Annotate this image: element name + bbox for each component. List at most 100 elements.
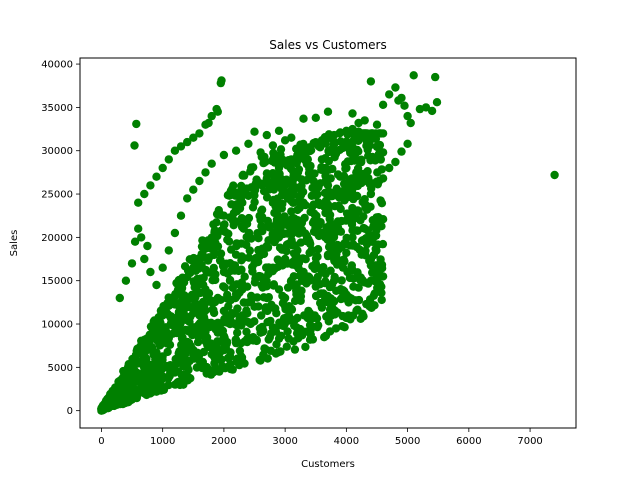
data-point (284, 334, 293, 343)
data-point (349, 282, 358, 291)
data-point (288, 260, 297, 269)
data-point (185, 356, 194, 366)
data-point (298, 254, 308, 263)
data-point (199, 252, 208, 262)
data-point (377, 295, 386, 305)
data-point (152, 280, 161, 290)
data-point (133, 344, 142, 353)
data-point (274, 334, 284, 343)
data-point (280, 320, 289, 329)
data-point (272, 309, 281, 318)
data-point (220, 220, 229, 229)
data-point (155, 336, 164, 345)
data-point (348, 109, 357, 118)
data-point (153, 356, 162, 365)
data-point (247, 318, 256, 327)
data-point (321, 269, 330, 279)
data-point (221, 343, 230, 353)
data-point (164, 374, 173, 383)
data-point (276, 150, 285, 159)
data-point (127, 259, 137, 268)
data-point (239, 298, 248, 307)
data-point (178, 297, 187, 306)
data-point (176, 329, 186, 338)
data-point (164, 246, 173, 255)
data-point (231, 146, 241, 155)
data-point (340, 287, 349, 296)
data-point (159, 301, 168, 311)
data-point (180, 262, 190, 271)
data-point (191, 266, 200, 275)
data-point (227, 260, 236, 269)
data-point (121, 276, 131, 285)
data-point (214, 206, 223, 215)
data-point (251, 253, 261, 263)
data-point (358, 197, 367, 207)
data-point (375, 176, 384, 185)
data-point (258, 212, 267, 222)
data-point (364, 177, 373, 186)
data-point (268, 141, 278, 150)
data-point (115, 293, 125, 303)
data-point (233, 328, 242, 337)
data-point (183, 137, 192, 147)
data-point (260, 344, 269, 353)
data-point (209, 250, 219, 260)
data-point (301, 342, 310, 352)
data-point (365, 232, 374, 241)
data-point (372, 261, 381, 270)
data-point (209, 263, 218, 273)
data-point (143, 380, 152, 390)
data-point (234, 357, 244, 367)
data-point (257, 311, 266, 320)
data-point (197, 242, 207, 251)
data-point (303, 155, 312, 164)
data-point (283, 194, 293, 203)
data-point (181, 303, 191, 312)
data-point (154, 373, 163, 382)
data-point (228, 216, 238, 226)
data-point (183, 194, 192, 203)
data-point (297, 225, 307, 234)
data-point (259, 293, 268, 302)
data-point (397, 147, 406, 156)
x-tick-label: 0 (98, 436, 104, 447)
data-point (421, 103, 431, 112)
data-point (291, 250, 300, 260)
data-point (245, 246, 254, 255)
data-point (216, 255, 225, 265)
data-point (360, 116, 369, 125)
data-point (104, 403, 114, 412)
data-point (296, 296, 305, 305)
data-point (266, 316, 275, 326)
data-point (320, 333, 329, 342)
data-point (347, 261, 356, 270)
data-point (213, 337, 222, 346)
data-point (325, 327, 335, 336)
data-point (347, 215, 356, 225)
data-point (323, 190, 332, 199)
data-point (365, 256, 374, 265)
data-point (310, 216, 319, 225)
data-point (362, 136, 372, 145)
data-point (190, 323, 199, 332)
data-point (290, 345, 300, 354)
x-tick-label: 1000 (150, 436, 175, 447)
data-point (254, 245, 263, 255)
data-point (391, 83, 400, 92)
data-point (255, 324, 265, 333)
data-point (289, 281, 299, 290)
data-point (324, 242, 334, 252)
data-point (282, 176, 291, 186)
data-point (213, 242, 223, 251)
data-point (248, 336, 258, 345)
data-point (225, 352, 235, 361)
data-point (330, 153, 339, 162)
data-point (219, 150, 229, 160)
data-point (295, 271, 304, 280)
data-point (184, 338, 194, 348)
data-point (243, 309, 252, 318)
data-point (132, 119, 141, 129)
